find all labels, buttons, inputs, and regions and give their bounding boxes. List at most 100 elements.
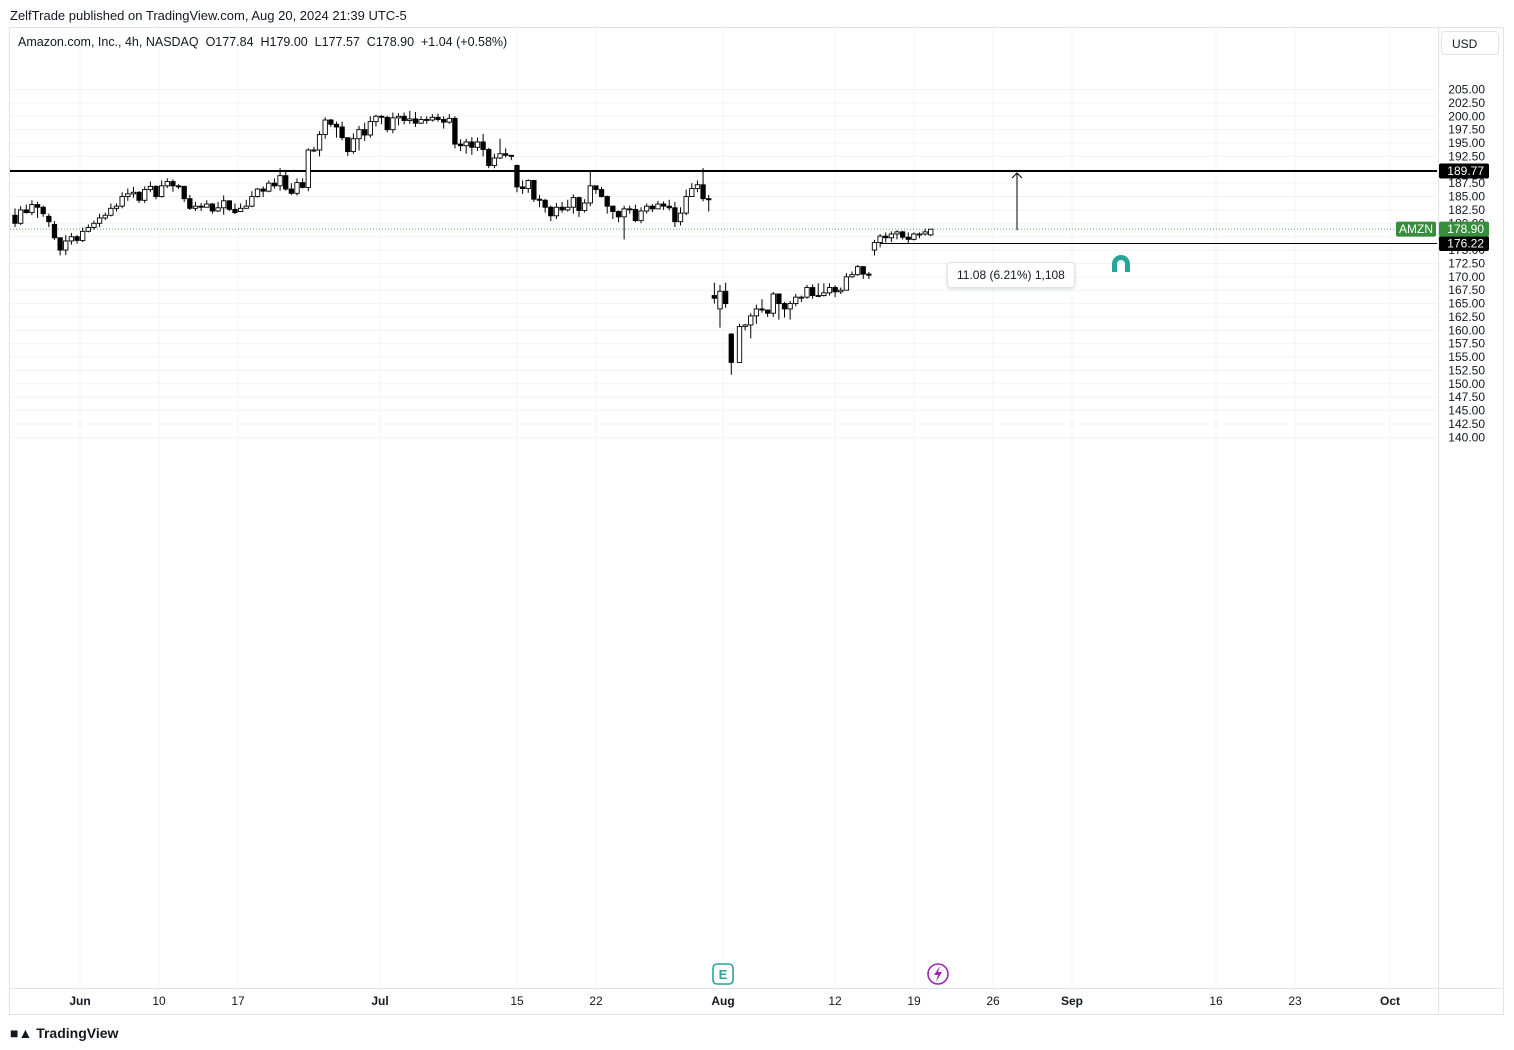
x-tick-label: 22 xyxy=(589,994,603,1008)
candle-body xyxy=(12,214,18,224)
candle-body xyxy=(666,205,672,209)
candle-body xyxy=(536,198,543,201)
x-tick-label: 23 xyxy=(1288,994,1302,1008)
level-high-label: 189.77 xyxy=(1447,164,1484,178)
candle-body xyxy=(390,117,396,131)
y-tick-label: 170.00 xyxy=(1448,270,1485,284)
symbol-legend[interactable]: Amazon.com, Inc., 4h, NASDAQ O177.84 H17… xyxy=(18,35,508,49)
x-tick-label: 19 xyxy=(907,994,921,1008)
x-tick-label: 16 xyxy=(1209,994,1223,1008)
candle-body xyxy=(916,233,923,236)
candle-body xyxy=(29,204,35,214)
candle-body xyxy=(46,215,52,223)
candle-body xyxy=(832,287,838,293)
candle-body xyxy=(57,237,63,251)
candle-body xyxy=(553,206,560,217)
candle-body xyxy=(491,157,498,166)
candle-body xyxy=(793,296,799,305)
x-tick-label: 17 xyxy=(231,994,245,1008)
candle-body xyxy=(787,303,793,310)
candle-body xyxy=(604,196,610,207)
price-axis[interactable]: 205.00202.50200.00197.50195.00192.50190.… xyxy=(1396,28,1489,1015)
measure-label[interactable]: 11.08 (6.21%) 1,108 xyxy=(947,262,1075,288)
candle-body xyxy=(508,154,514,157)
publisher-line: ZelfTrade published on TradingView.com, … xyxy=(10,8,407,23)
horizontal-levels[interactable] xyxy=(10,170,1437,245)
candle-body xyxy=(266,182,272,192)
candle-body xyxy=(311,149,317,152)
candle-body xyxy=(243,205,249,209)
candle-body xyxy=(649,205,655,210)
x-tick-label: 10 xyxy=(152,994,166,1008)
candle-body xyxy=(412,118,419,124)
candle-body xyxy=(119,196,125,207)
candle-body xyxy=(249,196,255,207)
last-price-label-bg xyxy=(1439,221,1489,237)
candle-body xyxy=(753,308,760,317)
candle-body xyxy=(204,203,210,208)
candle-body xyxy=(435,116,441,120)
candle-body xyxy=(429,116,436,121)
time-axis[interactable]: Jun 10 17 Jul 15 22 Aug 12 19 26 Sep 16 23 Oct xyxy=(10,988,1503,1009)
y-tick-label: 172.50 xyxy=(1448,256,1485,270)
candle-body xyxy=(531,180,537,200)
candle-body xyxy=(706,198,712,201)
candle-body xyxy=(911,233,917,240)
candle-body xyxy=(683,196,689,214)
candle-body xyxy=(452,117,458,145)
candle-body xyxy=(826,287,833,294)
candle-body xyxy=(542,199,548,208)
candle-body xyxy=(362,129,368,136)
candle-body xyxy=(333,123,340,128)
candle-body xyxy=(345,137,351,153)
candle-body xyxy=(288,188,295,194)
x-tick-label: Jul xyxy=(371,994,388,1008)
candle-body xyxy=(175,185,182,188)
earnings-letter: E xyxy=(719,967,728,982)
y-tick-label: 192.50 xyxy=(1448,149,1485,163)
candle-body xyxy=(68,236,75,242)
candle-body xyxy=(469,141,475,148)
y-tick-label: 182.50 xyxy=(1448,203,1485,217)
measure-tool[interactable] xyxy=(1011,172,1023,231)
y-tick-label: 160.00 xyxy=(1448,323,1485,337)
candle-body xyxy=(598,189,605,197)
candle-body xyxy=(770,293,776,314)
candle-body xyxy=(815,295,821,298)
candle-body xyxy=(125,193,131,197)
chart-frame xyxy=(9,27,1504,1015)
candle-body xyxy=(339,126,345,139)
last-price-label: 178.90 xyxy=(1447,222,1484,236)
candle-body xyxy=(711,295,718,299)
tradingview-logo[interactable]: ■▲ TradingView xyxy=(10,1025,118,1041)
x-tick-label: 26 xyxy=(986,994,1000,1008)
candle-body xyxy=(627,208,633,211)
candle-body xyxy=(316,134,323,151)
candle-body xyxy=(838,289,844,293)
candle-body xyxy=(271,182,278,187)
candle-body xyxy=(854,266,861,276)
currency-button[interactable]: USD xyxy=(1441,31,1499,55)
candles-layer xyxy=(12,110,934,375)
candle-body xyxy=(581,202,588,211)
candle-body xyxy=(407,118,413,121)
candle-body xyxy=(866,273,872,276)
candle-body xyxy=(672,207,678,223)
candle-body xyxy=(170,181,176,187)
y-tick-label: 167.50 xyxy=(1448,283,1485,297)
x-tick-label: Jun xyxy=(69,994,90,1008)
candle-body xyxy=(660,203,667,207)
y-tick-label: 150.00 xyxy=(1448,377,1485,391)
candle-body xyxy=(922,231,928,235)
candle-body xyxy=(34,204,41,208)
candle-body xyxy=(373,115,379,123)
candle-body xyxy=(559,206,565,211)
candle-body xyxy=(764,309,771,314)
candle-body xyxy=(395,115,402,119)
event-markers[interactable]: E xyxy=(712,255,1130,985)
candle-body xyxy=(187,198,193,209)
candle-body xyxy=(728,333,734,363)
candle-body xyxy=(277,175,283,187)
candle-body xyxy=(871,242,878,251)
